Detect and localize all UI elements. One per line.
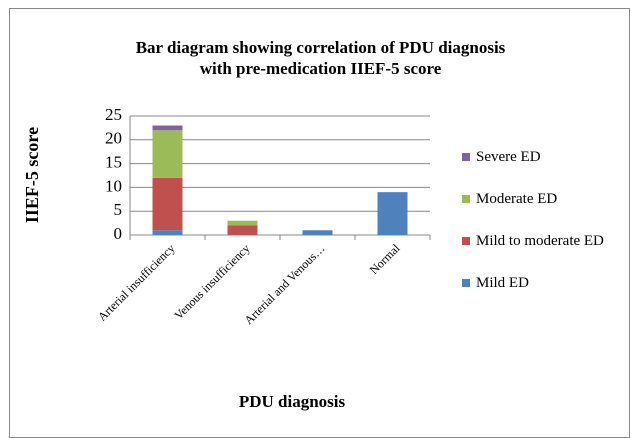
legend-swatch	[462, 237, 470, 245]
y-tick-label: 0	[114, 224, 123, 243]
x-tick-label: Arterial and Venous…	[241, 241, 327, 327]
legend: Severe ED Moderate ED Mild to moderate ED M…	[462, 148, 622, 316]
y-tick-label: 5	[114, 200, 123, 219]
legend-label: Moderate ED	[476, 191, 558, 207]
legend-swatch	[462, 195, 470, 203]
x-tick-label: Arterial insufficiency	[95, 241, 178, 324]
x-tick-label: Normal	[367, 241, 403, 277]
bar-segment	[152, 230, 183, 235]
x-axis-label: PDU diagnosis	[239, 392, 346, 411]
legend-swatch	[462, 153, 470, 161]
legend-swatch	[462, 279, 470, 287]
bar-segment	[152, 125, 183, 131]
chart: IIEF-5 score PDU diagnosis 0 5 10 15 20 25 Art…	[22, 105, 431, 411]
legend-item: Severe ED	[462, 148, 622, 190]
legend-label: Mild to moderate ED	[476, 233, 604, 249]
bar-segment	[302, 230, 333, 235]
y-tick-label: 15	[105, 153, 122, 172]
bar-segment	[152, 177, 183, 231]
legend-label: Mild ED	[476, 275, 529, 291]
y-tick-label: 10	[105, 176, 122, 195]
page: Bar diagram showing correlation of PDU d…	[9, 8, 630, 438]
legend-label: Severe ED	[476, 149, 541, 165]
y-axis-label: IIEF-5 score	[22, 127, 42, 223]
legend-item: Mild ED	[462, 274, 622, 316]
bar-segment	[227, 220, 258, 226]
x-tick-label: Venous insufficiency	[171, 241, 252, 322]
bar-segment	[227, 225, 258, 235]
bar-segment	[152, 130, 183, 178]
legend-item: Moderate ED	[462, 190, 622, 232]
y-tick-label: 20	[105, 129, 122, 148]
chart-title: Bar diagram showing correlation of PDU d…	[135, 38, 506, 78]
y-tick-label: 25	[105, 105, 122, 124]
legend-item: Mild to moderate ED	[462, 232, 622, 274]
bar-segment	[377, 192, 408, 235]
